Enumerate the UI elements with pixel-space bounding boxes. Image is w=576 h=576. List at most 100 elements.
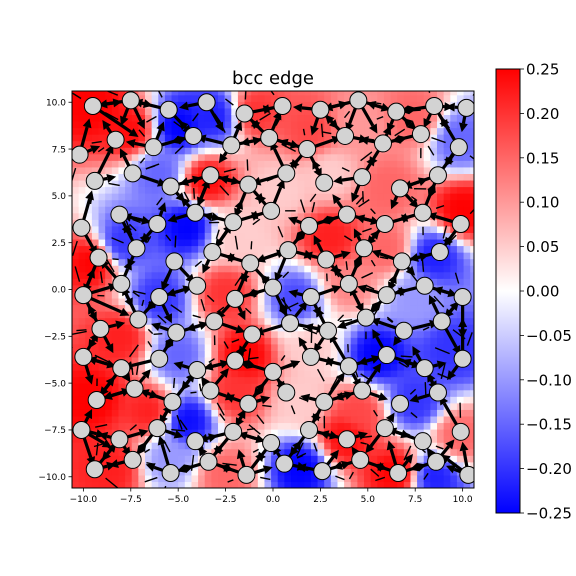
- heat-cell: [337, 193, 345, 201]
- heat-cell: [264, 409, 272, 417]
- heat-cell: [85, 114, 93, 122]
- heat-cell: [377, 91, 385, 96]
- heat-cell: [178, 415, 186, 424]
- heat-cell: [344, 474, 352, 483]
- heat-cell: [463, 389, 471, 397]
- heat-cell: [443, 173, 451, 181]
- heat-cell: [191, 343, 199, 351]
- heat-cell: [297, 134, 305, 142]
- heat-cell: [390, 481, 398, 488]
- heat-cell: [85, 415, 93, 424]
- heat-cell: [390, 91, 398, 96]
- small-arrow: [370, 259, 376, 267]
- heat-cell: [350, 120, 358, 129]
- small-arrow: [423, 472, 429, 480]
- heat-cell: [304, 448, 312, 456]
- heat-cell: [231, 252, 239, 260]
- heat-cell: [443, 461, 451, 469]
- heat-cell: [178, 91, 186, 96]
- heat-cell: [397, 409, 405, 417]
- heat-cell: [271, 468, 279, 476]
- heat-cell: [324, 337, 332, 345]
- heat-cell: [437, 330, 445, 338]
- heat-cell: [377, 324, 385, 332]
- heat-cell: [118, 422, 126, 430]
- heat-cell: [78, 245, 86, 253]
- heat-cell: [390, 297, 398, 306]
- heat-cell: [397, 219, 405, 227]
- heat-cell: [251, 343, 259, 351]
- heat-cell: [330, 232, 339, 240]
- arrow-head: [288, 289, 299, 298]
- atom-marker: [428, 383, 447, 402]
- heat-cell: [211, 330, 219, 338]
- heat-cell: [131, 304, 139, 312]
- heat-cell: [277, 120, 285, 129]
- heat-cell: [390, 415, 398, 424]
- heat-cell: [304, 232, 312, 240]
- heat-cell: [330, 409, 339, 417]
- heat-cell: [304, 265, 312, 273]
- small-arrow: [343, 110, 351, 119]
- heat-cell: [463, 258, 471, 266]
- small-arrow: [146, 115, 157, 123]
- heat-cell: [211, 409, 219, 417]
- heat-cell: [131, 186, 139, 194]
- heat-cell: [383, 481, 392, 488]
- heat-cell: [437, 304, 445, 312]
- heat-cell: [456, 153, 465, 161]
- heat-cell: [423, 311, 431, 319]
- heat-cell: [383, 193, 392, 201]
- heat-cell: [291, 206, 299, 214]
- heat-cell: [423, 232, 431, 240]
- small-arrow: [421, 258, 425, 272]
- heat-cell: [324, 147, 332, 155]
- heat-cell: [430, 422, 438, 430]
- atom-marker: [351, 450, 370, 469]
- heat-cell: [257, 343, 266, 351]
- heat-cell: [271, 337, 279, 345]
- heat-cell: [257, 311, 266, 319]
- heat-cell: [284, 147, 292, 155]
- heat-cell: [330, 91, 339, 96]
- heat-cell: [145, 153, 153, 161]
- small-arrow: [296, 454, 303, 459]
- heat-cell: [118, 232, 126, 240]
- heat-cell: [271, 402, 279, 410]
- arrow-head: [86, 268, 95, 279]
- heat-cell: [244, 461, 252, 469]
- heat-cell: [383, 337, 392, 345]
- heat-cell: [105, 409, 113, 417]
- small-arrow: [72, 330, 87, 335]
- heat-cell: [257, 140, 266, 148]
- heat-cell: [78, 265, 86, 273]
- heat-cell: [72, 324, 80, 332]
- heat-cell: [178, 383, 186, 391]
- heat-cell: [145, 107, 153, 116]
- heat-cell: [410, 186, 418, 194]
- heat-cell: [330, 173, 339, 181]
- heat-cell: [423, 376, 431, 384]
- heat-cell: [423, 271, 431, 279]
- small-arrow: [107, 91, 119, 96]
- heat-cell: [98, 206, 106, 214]
- arrow-head: [237, 409, 246, 420]
- heat-cell: [138, 271, 146, 279]
- heat-cell: [184, 311, 193, 319]
- heat-cell: [284, 265, 292, 273]
- heat-cell: [231, 317, 239, 325]
- heat-cell: [277, 376, 285, 384]
- heat-cell: [224, 199, 232, 207]
- heat-cell: [284, 415, 292, 424]
- heat-cell: [85, 402, 93, 410]
- heat-cell: [72, 94, 80, 102]
- small-arrow: [372, 409, 378, 417]
- heat-cell: [271, 461, 279, 469]
- heat-cell: [72, 127, 80, 135]
- heat-cell: [85, 435, 93, 443]
- heat-cell: [231, 409, 239, 417]
- heat-cell: [244, 350, 252, 358]
- atom-marker: [337, 205, 356, 224]
- heat-cell: [291, 468, 299, 476]
- heat-cell: [224, 481, 232, 488]
